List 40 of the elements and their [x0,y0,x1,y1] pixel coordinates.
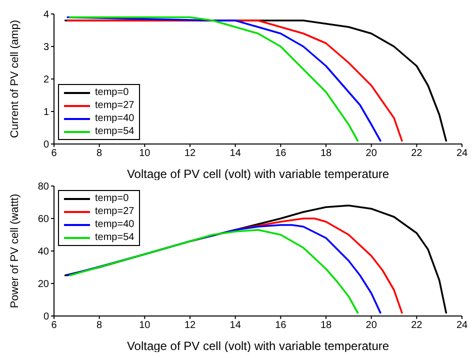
x-tick-label: 24 [456,148,468,160]
y-tick-label: 4 [43,10,50,21]
x-tick-label: 14 [230,148,242,160]
legend-label: temp=0 [95,86,129,99]
legend-label: temp=27 [95,99,134,112]
x-tick-label: 14 [230,320,242,332]
y-axis-title: Current of PV cell (amp) [8,20,21,138]
legend-label: temp=40 [95,112,134,125]
y-tick-label: 0 [43,140,50,151]
y-tick-label: 1 [43,107,50,118]
y-tick-label: 3 [43,42,50,54]
x-tick-label: 16 [275,148,287,160]
y-tick-label: 2 [43,74,50,86]
x-tick-label: 22 [411,148,423,160]
x-tick-label: 18 [320,148,332,160]
y-tick-label: 20 [38,279,50,290]
y-tick-label: 60 [38,214,50,226]
x-tick-label: 10 [139,320,151,332]
y-tick-label: 0 [43,312,50,323]
y-tick-label: 40 [38,246,50,258]
x-tick-label: 10 [139,148,151,160]
x-tick-label: 8 [96,320,103,332]
x-tick-label: 20 [366,320,378,332]
y-axis-title: Power of PV cell (wattt) [8,194,21,308]
legend-label: temp=54 [95,125,134,138]
x-tick-label: 24 [456,320,468,332]
x-tick-label: 12 [184,148,196,160]
legend-label: temp=27 [95,205,134,218]
x-tick-label: 6 [51,148,58,160]
x-tick-label: 16 [275,320,287,332]
x-tick-label: 18 [320,320,332,332]
y-tick-label: 80 [38,182,50,193]
x-tick-label: 12 [184,320,196,332]
x-tick-label: 22 [411,320,423,332]
x-tick-label: 6 [51,320,58,332]
x-tick-label: 20 [366,148,378,160]
legend-label: temp=54 [95,231,134,244]
legend-label: temp=0 [95,192,129,205]
legend-label: temp=40 [95,218,134,231]
x-tick-label: 8 [96,148,103,160]
